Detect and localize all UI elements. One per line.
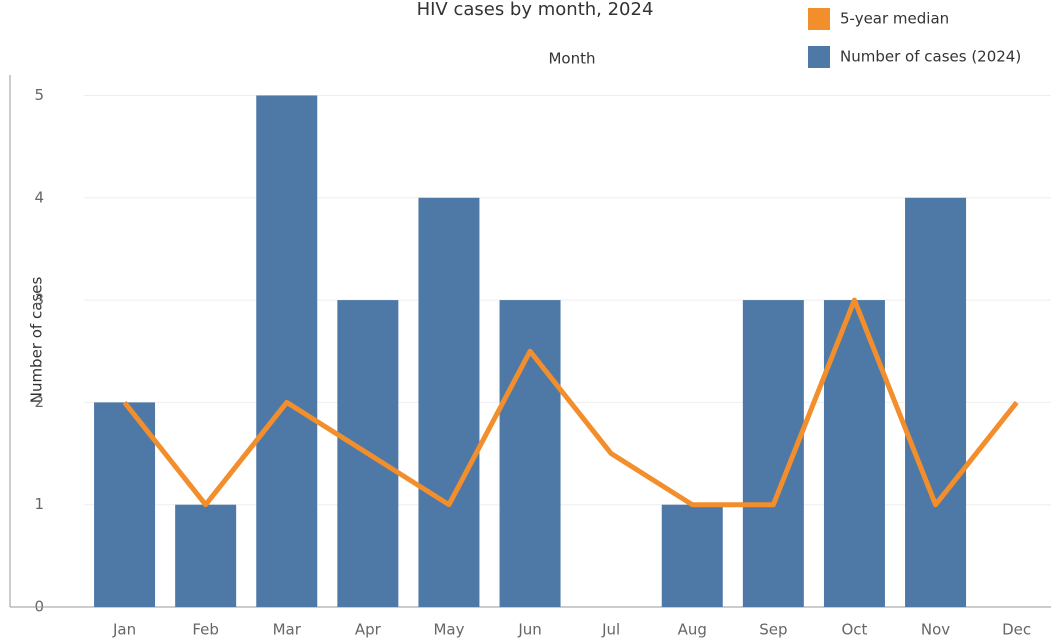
bar	[823, 300, 885, 607]
y-tick-label: 5	[34, 86, 44, 104]
legend-swatch	[808, 8, 830, 30]
x-tick-label: Apr	[355, 621, 382, 639]
bar	[661, 504, 723, 607]
y-tick-label: 4	[34, 188, 44, 206]
bar	[256, 95, 318, 607]
x-tick-label: Dec	[1002, 621, 1031, 639]
legend-label: 5-year median	[840, 10, 949, 28]
legend-swatch	[808, 46, 830, 68]
x-tick-label: Aug	[678, 621, 707, 639]
x-tick-label: Oct	[841, 621, 867, 639]
x-tick-label: Sep	[759, 621, 787, 639]
x-tick-label: May	[433, 621, 464, 639]
bar	[94, 402, 156, 607]
bar	[418, 197, 480, 607]
x-tick-label: Jun	[517, 621, 541, 639]
x-axis-title: Month	[548, 50, 595, 68]
legend-label: Number of cases (2024)	[840, 48, 1021, 66]
y-tick-label: 3	[34, 291, 44, 309]
y-tick-label: 2	[34, 393, 44, 411]
bar	[499, 300, 561, 607]
chart-title: HIV cases by month, 2024	[417, 0, 654, 20]
x-tick-label: Jul	[601, 621, 620, 639]
x-tick-label: Mar	[273, 621, 302, 639]
y-axis-title: Number of cases	[28, 277, 46, 404]
bar	[175, 504, 237, 607]
x-tick-label: Feb	[192, 621, 219, 639]
y-tick-label: 1	[34, 495, 44, 513]
bar	[905, 197, 967, 607]
median-line	[122, 297, 1019, 508]
x-tick-label: Nov	[921, 621, 950, 639]
x-tick-label: Jan	[112, 621, 136, 639]
